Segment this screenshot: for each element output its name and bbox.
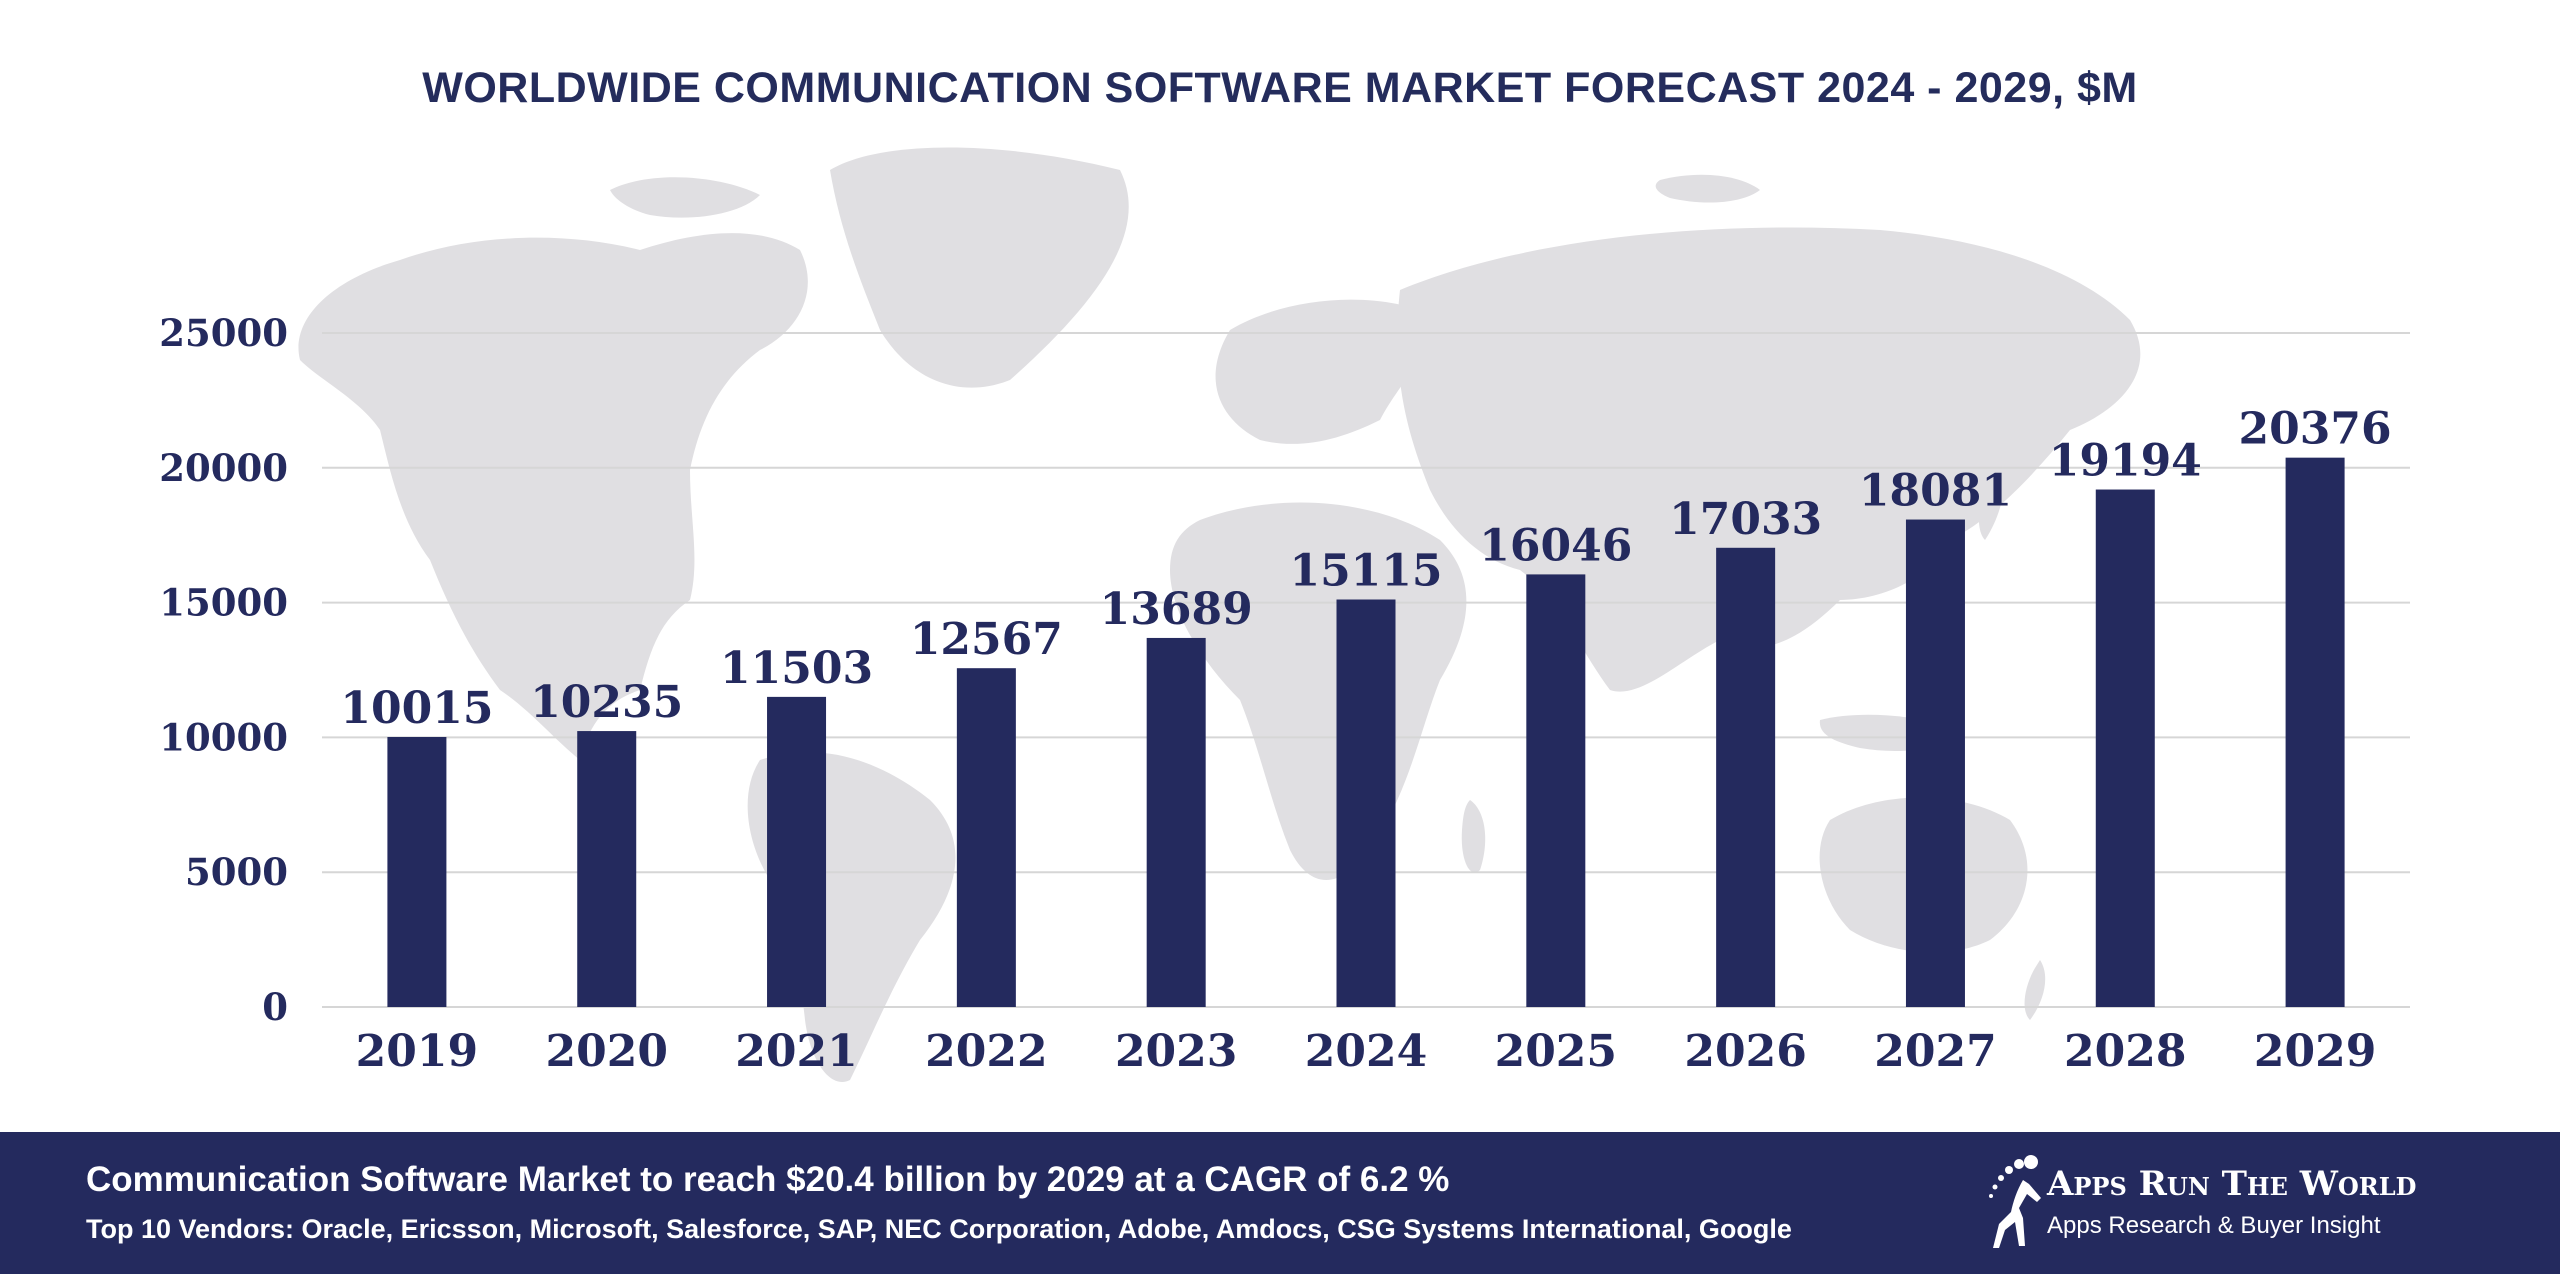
runner-logo-icon [1989, 1155, 2041, 1248]
x-tick-2027: 2027 [1874, 1026, 1996, 1077]
x-tick-2028: 2028 [2064, 1026, 2186, 1077]
data-label-2027: 18081 [1859, 466, 2012, 517]
bars [387, 457, 2345, 1007]
logo-name: Apps Run The World [2047, 1164, 2417, 1204]
data-label-2025: 16046 [1479, 520, 1632, 571]
x-tick-2026: 2026 [1684, 1026, 1806, 1077]
market-headline: Communication Software Market to reach $… [86, 1160, 1450, 1199]
apps-run-the-world-logo[interactable]: Apps Run The World Apps Research & Buyer… [1975, 1150, 2475, 1260]
top-vendors-text: Top 10 Vendors: Oracle, Ericsson, Micros… [86, 1214, 1792, 1244]
bar-2024[interactable] [1336, 599, 1396, 1007]
y-tick-label: 0 [262, 985, 288, 1029]
data-label-2021: 11503 [720, 643, 873, 694]
chart-title: WORLDWIDE COMMUNICATION SOFTWARE MARKET … [422, 64, 2138, 112]
bar-2029[interactable] [2285, 457, 2345, 1007]
data-label-2020: 10235 [530, 677, 683, 728]
x-axis: 2019 2020 2021 2022 2023 2024 2025 2026 2027 2028… [356, 1026, 2377, 1077]
y-tick-label: 5000 [185, 850, 288, 894]
data-label-2029: 20376 [2239, 404, 2392, 455]
y-tick-label: 15000 [159, 581, 288, 625]
x-tick-2021: 2021 [735, 1026, 857, 1077]
x-tick-2019: 2019 [356, 1026, 478, 1077]
bar-2026[interactable] [1716, 547, 1776, 1007]
bar-2020[interactable] [577, 731, 637, 1007]
x-tick-2025: 2025 [1495, 1026, 1617, 1077]
y-tick-label: 25000 [159, 311, 288, 355]
data-label-2024: 15115 [1289, 545, 1442, 596]
data-label-2023: 13689 [1100, 584, 1253, 635]
logo-tagline: Apps Research & Buyer Insight [2047, 1212, 2381, 1239]
data-label-2026: 17033 [1669, 494, 1822, 545]
bar-2022[interactable] [956, 668, 1016, 1007]
y-tick-label: 20000 [159, 446, 288, 490]
x-tick-2022: 2022 [925, 1026, 1047, 1077]
bar-2023[interactable] [1146, 637, 1206, 1007]
bar-2021[interactable] [767, 696, 827, 1007]
data-label-2022: 12567 [910, 614, 1063, 665]
data-labels: 10015 10235 11503 12567 13689 15115 16046 17033… [340, 404, 2391, 734]
bar-2019[interactable] [387, 736, 447, 1007]
x-tick-2020: 2020 [545, 1026, 667, 1077]
x-tick-2023: 2023 [1115, 1026, 1237, 1077]
x-tick-2029: 2029 [2254, 1026, 2376, 1077]
y-tick-label: 10000 [159, 715, 288, 759]
data-label-2028: 19194 [2049, 436, 2202, 487]
x-tick-2024: 2024 [1305, 1026, 1427, 1077]
bar-2028[interactable] [2095, 489, 2155, 1007]
bar-2025[interactable] [1526, 574, 1586, 1007]
bar-chart: 0 5000 10000 15000 20000 25000 10015 10235 1150… [159, 147, 2410, 1082]
bar-2027[interactable] [1905, 519, 1965, 1007]
data-label-2019: 10015 [340, 683, 493, 734]
footer-banner: Communication Software Market to reach $… [0, 1132, 2560, 1274]
y-axis: 0 5000 10000 15000 20000 25000 [159, 311, 288, 1029]
